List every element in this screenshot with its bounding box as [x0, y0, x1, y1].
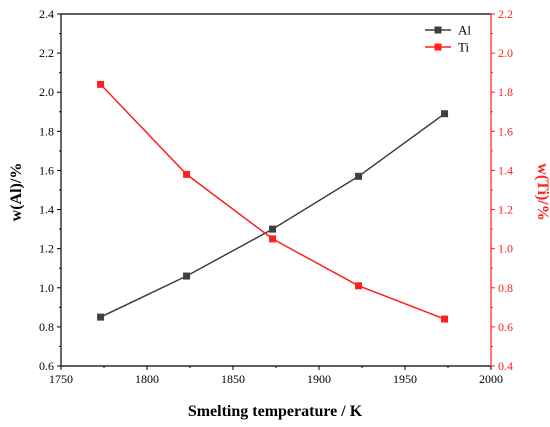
x-tick-label: 1900 [307, 372, 331, 386]
right-tick-label: 1.8 [498, 85, 513, 99]
right-tick-label: 1.0 [498, 242, 513, 256]
series-ti-point [97, 80, 105, 88]
left-axis-ticks: 0.6 0.8 1.0 1.2 1.4 1.6 1.8 2.0 2.2 2.4 [39, 7, 61, 373]
right-tick-label: 0.4 [498, 359, 513, 373]
left-tick-label: 1.2 [39, 242, 54, 256]
x-tick-label: 1800 [135, 372, 159, 386]
series-ti-point [355, 282, 363, 290]
series-al-line [100, 113, 446, 318]
right-tick-label: 1.2 [498, 203, 513, 217]
left-tick-label: 0.6 [39, 359, 54, 373]
legend-ti-marker [434, 43, 442, 51]
series-layer [97, 80, 449, 323]
left-axis-title: w(Al)/% [8, 163, 25, 222]
legend-ti-label: Ti [458, 40, 469, 55]
x-axis-title: Smelting temperature / K [188, 403, 363, 420]
right-axis-ticks: 0.4 0.6 0.8 1.0 1.2 1.4 1.6 1.8 2.0 2.2 [491, 7, 513, 373]
right-tick-label: 1.6 [498, 124, 513, 138]
series-al-point [269, 225, 277, 233]
series-al-point [441, 110, 449, 118]
left-tick-label: 1.0 [39, 281, 54, 295]
left-tick-label: 1.6 [39, 163, 54, 177]
x-tick-label: 2000 [479, 372, 503, 386]
left-tick-label: 1.4 [39, 203, 54, 217]
series-al-point [183, 272, 191, 280]
x-tick-label: 1950 [393, 372, 417, 386]
right-tick-label: 2.0 [498, 46, 513, 60]
x-tick-label: 1850 [221, 372, 245, 386]
right-tick-label: 0.6 [498, 320, 513, 334]
left-tick-label: 2.4 [39, 7, 54, 21]
right-axis-title: w(Ti)/% [534, 163, 550, 220]
series-ti-point [441, 315, 449, 323]
x-tick-label: 1750 [49, 372, 73, 386]
left-tick-label: 1.8 [39, 124, 54, 138]
left-tick-label: 2.2 [39, 46, 54, 60]
right-tick-label: 0.8 [498, 281, 513, 295]
left-tick-label: 0.8 [39, 320, 54, 334]
plot-frame [60, 13, 492, 367]
legend: Al Ti [425, 23, 471, 55]
series-ti-point [183, 170, 191, 178]
legend-al-marker [434, 26, 442, 34]
left-tick-label: 2.0 [39, 85, 54, 99]
series-ti-point [269, 235, 277, 243]
right-tick-label: 2.2 [498, 7, 513, 21]
series-al-point [97, 313, 105, 321]
right-tick-label: 1.4 [498, 163, 513, 177]
legend-al-label: Al [458, 23, 471, 38]
series-al-point [355, 172, 363, 180]
series-ti-line [100, 83, 445, 320]
x-axis-ticks: 1750 1800 1850 1900 1950 2000 [49, 366, 503, 386]
